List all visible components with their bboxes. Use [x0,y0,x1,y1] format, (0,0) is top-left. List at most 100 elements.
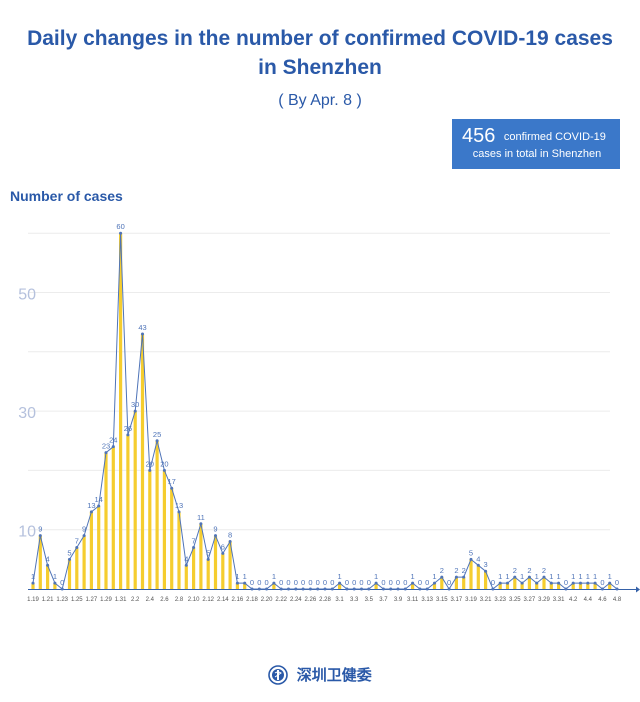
data-point [89,510,93,514]
data-point [257,587,261,591]
data-label: 20 [160,459,168,468]
data-label: 1 [593,572,597,581]
data-point [330,587,334,591]
bar [593,583,597,589]
data-point [425,587,429,591]
x-tick-label: 4.6 [598,597,607,603]
x-tick-label: 1.27 [86,597,98,603]
chart-title: Daily changes in the number of confirmed… [0,24,640,82]
x-tick-label: 3.25 [509,597,521,603]
data-point [462,575,466,579]
data-point [323,587,327,591]
x-tick-label: 3.17 [451,597,463,603]
x-tick-label: 3.23 [494,597,506,603]
data-label: 1 [586,572,590,581]
footer-text: 深圳卫健委 [296,666,372,684]
x-tick-label: 3.11 [407,597,419,603]
data-label: 0 [301,578,305,587]
x-tick-label: 3.29 [538,597,550,603]
x-tick-label: 2.12 [202,597,214,603]
bar [432,583,437,589]
data-point [184,563,188,567]
data-label: 2 [440,566,444,575]
data-label: 24 [109,436,117,445]
data-label: 1 [505,572,509,581]
bar [542,577,546,589]
data-point [265,587,269,591]
data-label: 60 [116,222,124,231]
x-tick-label: 2.4 [146,597,155,603]
y-tick-label: 30 [18,405,36,422]
data-label: 0 [600,578,604,587]
data-label: 1 [498,572,502,581]
data-point [243,581,247,585]
x-tick-label: 4.2 [569,597,578,603]
bar [126,434,130,589]
data-point [294,587,298,591]
data-label: 17 [168,477,176,486]
data-label: 11 [197,513,205,522]
data-point [484,569,488,573]
bar [505,583,510,589]
data-label: 7 [192,536,196,545]
data-point [192,545,196,549]
data-label: 1 [432,572,436,581]
x-tick-label: 3.3 [350,597,359,603]
data-point [557,581,561,585]
data-label: 5 [206,548,210,557]
data-point [235,581,239,585]
bar [235,583,239,589]
bar [75,547,79,589]
total-cases-text-2: cases in total in Shenzhen [472,148,602,160]
data-label: 0 [286,578,290,587]
footer: 深圳卫健委 [0,664,640,685]
data-point [316,587,320,591]
data-label: 1 [549,572,553,581]
bar [119,233,123,589]
data-point [454,575,458,579]
bar [520,583,524,589]
data-label: 0 [257,578,261,587]
data-label: 3 [484,560,488,569]
data-point [608,581,612,585]
data-point [214,534,217,538]
data-point [506,581,509,585]
x-tick-label: 1.23 [56,597,68,603]
data-point [352,587,356,591]
data-label: 0 [352,578,356,587]
data-point [440,575,444,579]
data-label: 0 [418,578,422,587]
data-point [250,587,254,591]
data-point [564,587,568,591]
x-tick-label: 1.29 [100,597,112,603]
bar [549,583,553,589]
data-point [527,575,531,579]
data-label: 0 [564,578,568,587]
data-label: 1 [608,572,612,581]
data-point [133,409,137,413]
x-tick-label: 3.1 [335,597,344,603]
x-tick-label: 3.15 [436,597,448,603]
data-point [279,587,283,591]
data-label: 0 [396,578,400,587]
data-point [75,545,79,549]
data-point [520,581,524,585]
data-label: 1 [557,572,561,581]
total-cases-number: 456 [462,125,496,147]
data-label: 9 [82,525,86,534]
data-label: 0 [345,578,349,587]
data-point [579,581,582,585]
data-label: 0 [279,578,283,587]
x-tick-label: 2.26 [305,597,317,603]
bar [586,583,590,589]
data-point [411,581,415,585]
x-tick-label: 2.16 [232,597,244,603]
data-label: 0 [323,578,327,587]
bar [46,565,50,589]
x-tick-label: 4.8 [613,597,622,603]
x-tick-label: 2.28 [319,597,331,603]
bar [374,583,378,589]
title-line-1: Daily changes in the number of confirmed… [27,27,613,50]
bar [192,547,196,589]
